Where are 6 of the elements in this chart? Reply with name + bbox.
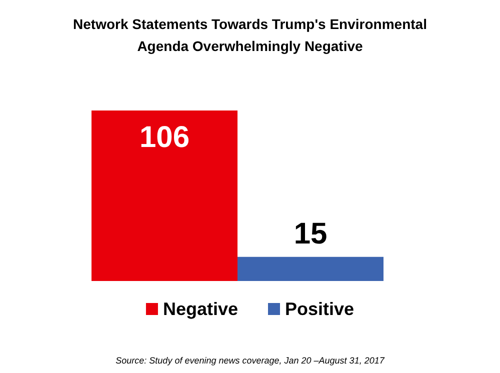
source-note: Source: Study of evening news coverage, Jan 20 –August 31, 2017 — [116, 356, 386, 366]
legend-label: Positive — [285, 299, 354, 319]
data-label: 106 — [139, 121, 190, 154]
legend-label: Negative — [162, 299, 238, 319]
chart-title: Network Statements Towards Trump's Environmental Agenda Overwhelmingly Negative — [73, 16, 427, 54]
data-label: 15 — [294, 217, 328, 250]
